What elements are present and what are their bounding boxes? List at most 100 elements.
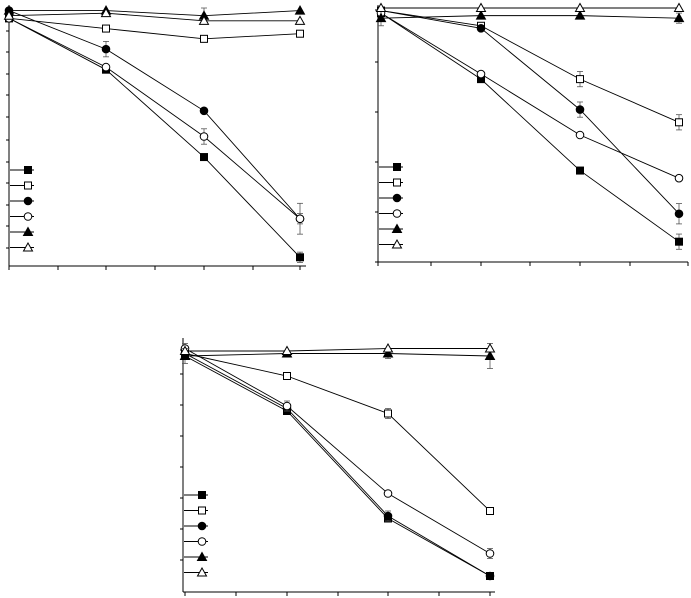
series-line [9,10,301,17]
legend-marker-open-square [24,181,32,190]
data-point-open-circle [101,62,111,72]
legend-marker-filled-triangle [391,223,403,233]
data-point-filled-triangle [673,12,685,23]
series-line [184,353,491,577]
legend-marker-filled-square [393,163,401,171]
legend-marker-open-circle [23,212,33,221]
series-open-triangle [3,7,306,25]
legend-marker-filled-square [24,166,32,174]
data-point-open-square [200,34,208,43]
series-line [184,355,491,577]
data-point-filled-circle [199,106,209,116]
series-line [184,353,491,357]
series-line [8,17,301,258]
legend-item-open-triangle [379,238,403,249]
legend-marker-open-triangle [22,241,34,252]
series-open-triangle [179,342,496,355]
data-point-open-circle [485,549,495,558]
legend-marker-open-square [393,178,401,187]
data-point-filled-circle [383,511,393,521]
data-point-filled-circle [575,105,585,114]
legend-item-open-triangle [10,241,34,252]
series-line [8,17,301,220]
series-open-square [5,14,304,43]
data-point-open-triangle [179,345,191,355]
series-filled-square [5,14,304,263]
legend [379,163,403,249]
data-point-open-circle [295,214,305,224]
chart-panel-top-left [3,5,306,270]
data-point-filled-circle [476,24,486,33]
legend [10,166,34,252]
legend-item-filled-triangle [184,551,208,561]
series-open-triangle [375,2,685,12]
series-line [380,10,680,215]
legend-marker-filled-triangle [196,551,208,561]
legend-marker-filled-square [198,491,206,499]
data-point-filled-circle [674,209,684,219]
legend-item-open-square [379,178,403,187]
series-line [184,353,491,512]
data-point-filled-triangle [382,347,394,358]
series-line [380,12,680,243]
data-point-open-circle [575,130,585,140]
legend-item-filled-square [184,491,208,499]
data-point-open-triangle [198,15,210,25]
data-point-filled-square [675,237,683,246]
legend-item-filled-circle [379,193,403,203]
legend-item-open-square [184,506,208,515]
series-filled-square [181,352,494,580]
series-line [380,10,680,123]
legend-marker-open-triangle [196,566,208,577]
data-point-open-square [576,75,584,84]
legend-marker-filled-circle [197,521,207,531]
legend-marker-open-triangle [391,238,403,249]
data-point-open-triangle [3,10,15,20]
data-point-open-circle [282,401,292,411]
series-line [8,12,300,22]
legend-item-open-circle [379,209,403,218]
legend-item-open-circle [10,212,34,221]
data-point-open-triangle [574,2,586,12]
series-open-circle [376,8,684,183]
series-line [184,348,491,554]
data-point-filled-circle [101,44,111,54]
data-point-open-square [296,29,304,38]
legend-item-filled-square [379,163,403,171]
data-point-open-triangle [100,7,112,18]
series-line [380,12,680,179]
legend-item-open-triangle [184,566,208,577]
data-point-open-square [102,24,110,33]
data-point-open-circle [476,69,486,79]
data-point-open-square [384,409,392,418]
legend-item-filled-circle [10,196,34,206]
data-point-open-triangle [484,342,496,353]
data-point-filled-triangle [484,350,496,360]
data-point-filled-triangle [574,10,586,20]
data-point-open-triangle [375,2,387,12]
data-point-open-square [283,372,291,380]
series-open-circle [180,343,495,559]
data-point-open-triangle [294,15,306,25]
series-filled-triangle [179,343,496,369]
data-point-filled-triangle [475,10,487,20]
data-point-filled-circle [485,571,495,581]
legend [184,491,208,577]
data-point-open-triangle [281,345,293,355]
chart-panel-top-right [375,2,689,266]
legend-marker-filled-triangle [22,226,34,236]
series-line [185,348,490,352]
data-point-open-circle [674,173,684,183]
series-line [8,17,301,40]
data-point-filled-square [576,166,584,175]
data-point-filled-triangle [375,12,387,23]
series-line [380,15,680,19]
data-point-filled-square [296,253,304,262]
legend-marker-open-square [198,506,206,515]
legend-item-open-circle [184,537,208,546]
data-point-open-circle [383,489,393,498]
legend-item-filled-triangle [10,226,34,236]
legend-item-open-square [10,181,34,190]
data-point-open-square [486,507,494,515]
chart-panel-bottom [179,338,496,596]
